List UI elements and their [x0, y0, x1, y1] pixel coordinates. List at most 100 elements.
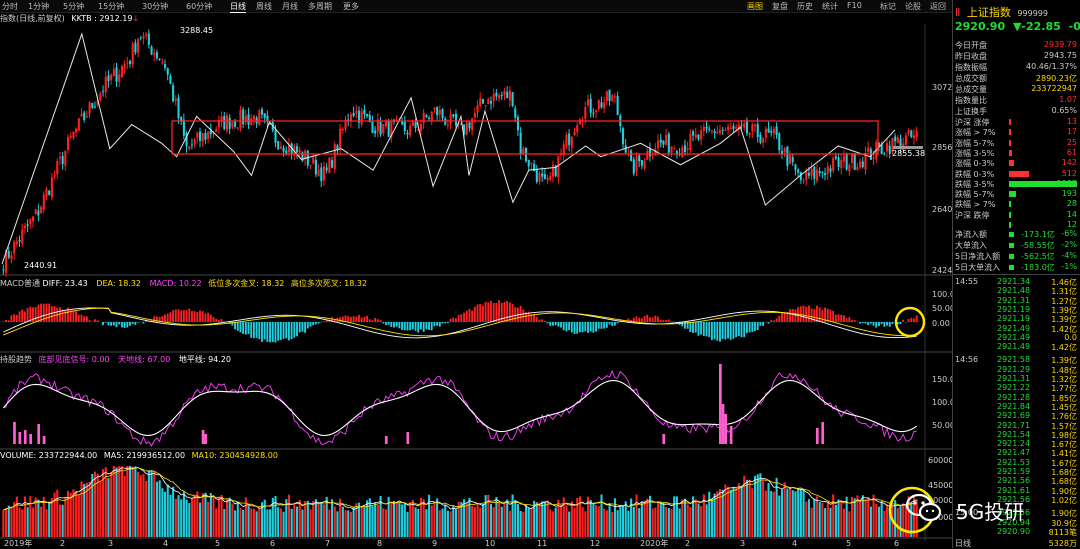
candle-body: [285, 150, 288, 155]
breadth-bar: [1009, 160, 1014, 167]
volume-bar: [155, 481, 159, 537]
date-axis-label: 8: [377, 539, 382, 548]
candle-body: [713, 131, 716, 134]
row-label: 上证换手: [955, 107, 987, 116]
candle-body: [166, 68, 169, 75]
tick-volume: 1.77亿: [1051, 384, 1077, 394]
candle-body: [886, 143, 889, 152]
chart-area[interactable]: 2855.383288.452440.913072285626402424100…: [0, 0, 952, 548]
candle-body: [850, 153, 854, 163]
candle-body: [826, 166, 829, 175]
period-tab[interactable]: 多周期: [308, 2, 332, 11]
volume-bar: [199, 502, 202, 537]
tick-row: 2921.19 1.39亿: [955, 314, 1079, 325]
period-tab[interactable]: 30分钟: [142, 2, 169, 11]
volume-bar: [570, 501, 573, 537]
period-tab[interactable]: 15分钟: [98, 2, 125, 11]
flow-row: 净流入额 -173.1亿 -6%: [955, 229, 1079, 240]
breadth-row: 跌幅 > 7% 28: [955, 199, 1079, 210]
period-tab[interactable]: 5分钟: [63, 2, 85, 11]
candle-body: [180, 117, 183, 121]
toolbar-button[interactable]: 统计: [822, 2, 838, 11]
candle-body: [492, 93, 495, 102]
volume-bar: [309, 509, 312, 537]
volume-bar: [770, 491, 773, 537]
volume-bar: [573, 507, 576, 537]
date-axis-label: 5: [846, 539, 851, 548]
volume-bar: [630, 498, 633, 537]
breadth-bar: [1009, 222, 1011, 228]
volume-bar: [845, 496, 848, 537]
quote-header: Ⅱ 上证指数 999999: [955, 4, 1048, 20]
toolbar-button[interactable]: 复盘: [772, 2, 788, 11]
candle-body: [147, 33, 150, 45]
volume-bar: [298, 499, 301, 537]
candle-body: [754, 124, 757, 127]
row-label: 沪深 涨停: [955, 118, 990, 127]
kktb-arrow: ↓: [132, 14, 140, 23]
volume-bar: [743, 475, 746, 537]
tick-volume: 1.42亿: [1051, 343, 1077, 353]
stat-row: 上证换手 0.65%: [955, 106, 1079, 117]
candle-body: [702, 126, 705, 131]
toolbar-button[interactable]: 历史: [797, 2, 813, 11]
period-tab[interactable]: 周线: [256, 2, 272, 11]
volume-bar: [212, 497, 215, 537]
candle-body: [131, 43, 134, 65]
volume-bar: [336, 511, 339, 537]
macd-value: MACD: 10.22: [149, 279, 202, 288]
volume-bar: [514, 499, 517, 537]
candle-body: [646, 151, 649, 161]
volume-bar: [75, 490, 78, 537]
candle-body: [487, 98, 490, 105]
flow-marker: [1009, 243, 1014, 248]
volume-bar: [190, 498, 194, 537]
volume-axis-tick: 30000: [928, 496, 952, 505]
period-tab[interactable]: 日线: [230, 2, 246, 13]
candle-body: [325, 167, 328, 171]
candle-body: [535, 169, 538, 183]
volume-bar: [142, 474, 145, 537]
volume-bar: [83, 483, 86, 537]
toolbar-button[interactable]: F10: [847, 1, 862, 10]
volume-bar: [659, 502, 662, 537]
candle-body: [834, 156, 837, 159]
candle-body: [118, 74, 121, 82]
volume-bar: [867, 497, 870, 537]
tick-row: 2921.49 0.0: [955, 333, 1079, 344]
toolbar-button[interactable]: 标记: [880, 2, 896, 11]
signal-bar: [721, 404, 725, 444]
tick-row: 2921.48 1.31亿: [955, 286, 1079, 297]
candle-body: [880, 144, 883, 155]
candle-body: [681, 147, 684, 158]
period-tab[interactable]: 60分钟: [186, 2, 213, 11]
period-tab[interactable]: 1分钟: [28, 2, 50, 11]
volume-bar: [489, 503, 493, 537]
signal-bar: [201, 430, 205, 444]
candle-body: [18, 239, 21, 242]
volume-bar: [613, 498, 617, 537]
candle-body: [737, 124, 740, 130]
volume-bar: [815, 496, 819, 537]
candle-body: [891, 137, 894, 153]
period-tab[interactable]: 更多: [343, 2, 359, 11]
period-tab[interactable]: 月线: [282, 2, 298, 11]
row-value: 13: [1066, 117, 1077, 126]
period-tab[interactable]: 分时: [2, 2, 18, 11]
toolbar-button[interactable]: 论股: [905, 2, 921, 11]
volume-bar: [244, 497, 247, 537]
toolbar-button[interactable]: 返回: [930, 2, 946, 11]
candle-body: [411, 120, 414, 127]
volume-bar: [355, 503, 358, 537]
volume-bar: [589, 499, 592, 537]
tick-row: 2921.84 1.45亿: [955, 402, 1079, 413]
candle-body: [104, 77, 107, 93]
candle-body: [789, 155, 792, 165]
toolbar-button[interactable]: 画图: [747, 2, 763, 11]
signal-bar: [13, 422, 16, 444]
zigzag-line: [1, 32, 896, 265]
volume-bar: [535, 502, 538, 537]
volume-bar: [616, 510, 619, 537]
candle-body: [807, 172, 810, 176]
candle-body: [374, 130, 377, 134]
